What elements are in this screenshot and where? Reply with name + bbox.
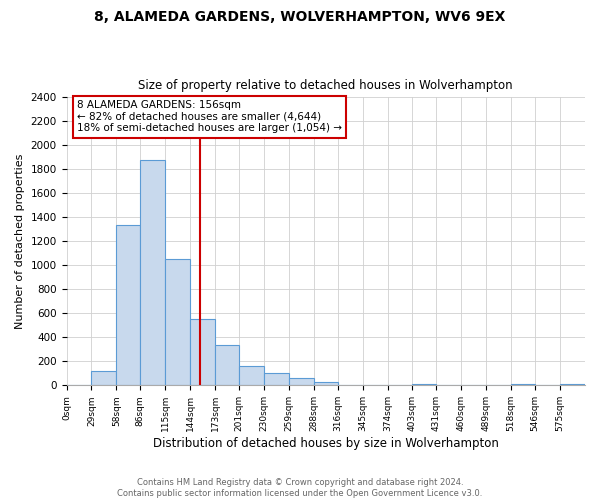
Bar: [215, 345, 239, 386]
Bar: [165, 260, 190, 386]
Bar: [289, 378, 314, 386]
Bar: [91, 371, 116, 386]
Y-axis label: Number of detached properties: Number of detached properties: [15, 154, 25, 329]
Text: 8 ALAMEDA GARDENS: 156sqm
← 82% of detached houses are smaller (4,644)
18% of se: 8 ALAMEDA GARDENS: 156sqm ← 82% of detac…: [77, 100, 342, 134]
Bar: [560, 384, 585, 386]
Bar: [264, 374, 289, 386]
Bar: [314, 382, 338, 386]
Text: 8, ALAMEDA GARDENS, WOLVERHAMPTON, WV6 9EX: 8, ALAMEDA GARDENS, WOLVERHAMPTON, WV6 9…: [94, 10, 506, 24]
Bar: [140, 160, 165, 386]
Title: Size of property relative to detached houses in Wolverhampton: Size of property relative to detached ho…: [139, 79, 513, 92]
Text: Contains HM Land Registry data © Crown copyright and database right 2024.
Contai: Contains HM Land Registry data © Crown c…: [118, 478, 482, 498]
Bar: [511, 384, 535, 386]
Bar: [190, 320, 215, 386]
Bar: [116, 224, 140, 386]
Bar: [239, 366, 264, 386]
Bar: [412, 384, 436, 386]
X-axis label: Distribution of detached houses by size in Wolverhampton: Distribution of detached houses by size …: [153, 437, 499, 450]
